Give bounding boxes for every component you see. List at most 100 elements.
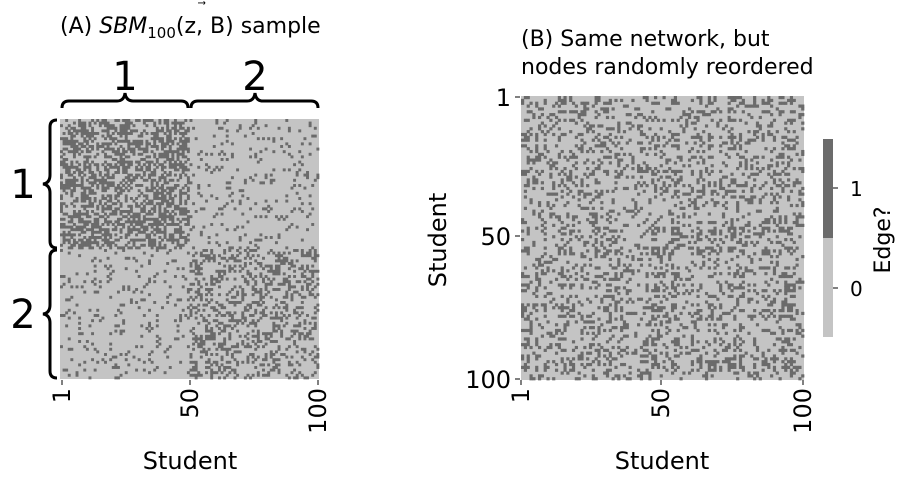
heatmap-a-cell [254, 366, 258, 369]
heatmap-b-cell [535, 101, 539, 105]
heatmap-b-cell [741, 309, 745, 313]
heatmap-b-cell [569, 96, 573, 100]
heatmap-b-cell [546, 130, 550, 134]
heatmap-b-cell [543, 260, 547, 264]
heatmap-b-cell [784, 340, 788, 344]
heatmap-a-cell [295, 373, 299, 377]
heatmap-a-cell [274, 303, 278, 307]
heatmap-b-cell [659, 257, 663, 262]
heatmap-b-cell [702, 203, 706, 208]
heatmap-a-cell [142, 129, 146, 133]
heatmap-a-cell [287, 262, 291, 265]
heatmap-b-cell [608, 351, 612, 355]
heatmap-a-background [60, 119, 319, 379]
heatmap-a-cell [129, 207, 133, 211]
heatmap-b-cell [784, 297, 788, 301]
heatmap-a-cell [137, 220, 141, 224]
heatmap-b-cell [733, 181, 737, 185]
heatmap-a-cell [179, 165, 183, 169]
heatmap-b-cell [591, 215, 595, 219]
heatmap-a-cell [65, 225, 69, 229]
heatmap-a-cell [173, 168, 177, 172]
heatmap-a-cell [119, 236, 123, 239]
heatmap-a-cell [179, 314, 183, 317]
heatmap-b-cell [594, 144, 598, 148]
heatmap-a-cell [249, 345, 253, 349]
heatmap-a-cell [225, 366, 229, 369]
heatmap-a-cell [186, 126, 190, 130]
heatmap-a-cell [75, 160, 79, 164]
heatmap-b-cell [569, 283, 573, 287]
heatmap-b-cell [747, 141, 751, 145]
heatmap-a-cell [316, 282, 320, 286]
heatmap-b-cell [730, 232, 734, 236]
heatmap-b-cell [656, 314, 661, 318]
heatmap-a-cell [106, 207, 110, 211]
heatmap-b-cell [662, 246, 666, 250]
heatmap-b-cell [563, 326, 567, 330]
heatmap-a-cell [155, 345, 159, 349]
heatmap-b-cell [787, 178, 791, 182]
heatmap-a-cell [116, 132, 120, 135]
heatmap-b-cell [738, 354, 743, 358]
heatmap-a-cell [96, 184, 100, 187]
heatmap-b-cell [696, 149, 700, 154]
heatmap-b-cell [583, 104, 587, 108]
heatmap-b-cell [529, 167, 533, 171]
heatmap-b-cell [645, 118, 649, 122]
heatmap-b-cell [753, 337, 757, 341]
heatmap-b-cell [611, 240, 615, 245]
heatmap-a-cell [142, 178, 146, 182]
heatmap-b-cell [767, 252, 771, 256]
heatmap-b-cell [741, 286, 745, 290]
heatmap-b-cell [753, 357, 757, 361]
heatmap-b-cell [569, 175, 573, 179]
heatmap-b-cell [668, 240, 672, 245]
heatmap-b-cell [529, 132, 533, 137]
heatmap-a-cell [153, 132, 157, 135]
colorbar: 1 0 Edge? [823, 139, 896, 337]
heatmap-a-cell [300, 272, 304, 276]
heatmap-b-cell [566, 357, 570, 361]
heatmap-a-cell [217, 126, 221, 130]
heatmap-a-cell [236, 363, 240, 367]
heatmap-a-cell [155, 223, 159, 226]
heatmap-b-cell [693, 311, 697, 316]
heatmap-b-cell [738, 274, 743, 279]
heatmap-a-cell [194, 340, 198, 343]
heatmap-b-cell [665, 263, 669, 267]
heatmap-a-cell [277, 368, 281, 372]
heatmap-a-cell [269, 267, 273, 271]
heatmap-a-cell [101, 358, 105, 362]
heatmap-b-cell [738, 294, 743, 298]
heatmap-b-cell [552, 297, 556, 301]
heatmap-b-cell [588, 362, 593, 367]
heatmap-b-cell [617, 377, 621, 381]
heatmap-b-cell [628, 311, 632, 316]
heatmap-a-cell [316, 277, 320, 281]
heatmap-b-cell [645, 229, 649, 233]
heatmap-b-cell [523, 343, 528, 347]
heatmap-b-cell [574, 144, 578, 148]
heatmap-b-cell [529, 149, 533, 154]
heatmap-a-cell [295, 290, 299, 294]
heatmap-a-cell [78, 243, 82, 247]
heatmap-a-cell [127, 147, 131, 151]
heatmap-a-cell [262, 181, 265, 185]
heatmap-a-cell [186, 197, 190, 200]
heatmap-b-cell [554, 161, 559, 165]
heatmap-a-cell [186, 345, 190, 349]
heatmap-a-cell [251, 254, 255, 258]
heatmap-a-cell [290, 298, 294, 302]
heatmap-a-cell [85, 178, 89, 182]
heatmap-a-cell [295, 329, 299, 333]
heatmap-b-cell [770, 240, 774, 245]
heatmap-b-cell [727, 184, 731, 188]
heatmap-b-cell [713, 226, 717, 230]
heatmap-b-cell [614, 152, 618, 156]
heatmap-b-cell [651, 246, 655, 250]
heatmap-b-cell [781, 152, 785, 156]
heatmap-a-cell [228, 186, 232, 190]
heatmap-b-cell [654, 274, 658, 279]
heatmap-a-cell [111, 150, 115, 154]
